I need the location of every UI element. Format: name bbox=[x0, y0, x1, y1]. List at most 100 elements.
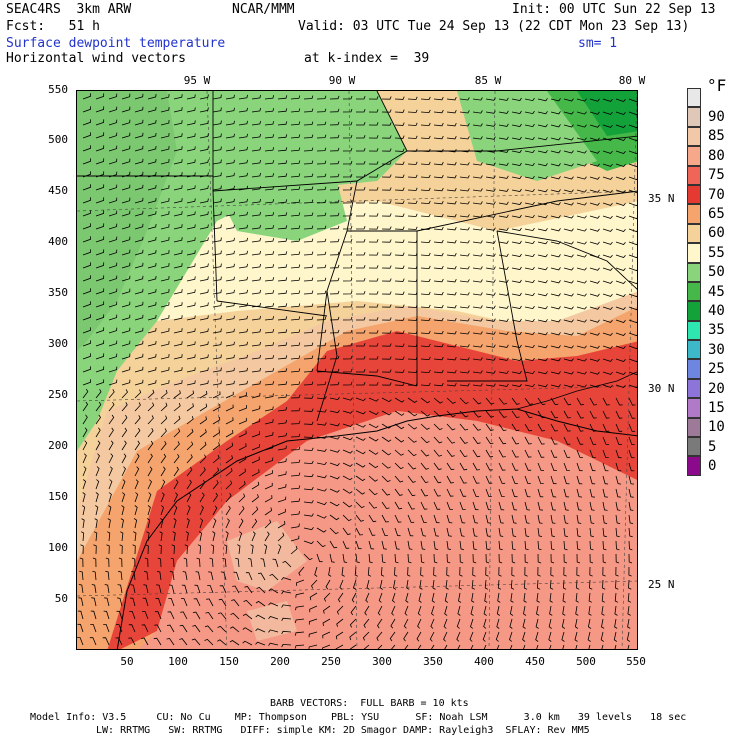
wind-barb bbox=[589, 566, 593, 577]
wind-barb bbox=[381, 148, 392, 152]
wind-barb bbox=[147, 210, 157, 217]
wind-barb bbox=[433, 122, 444, 127]
colorbar-swatch bbox=[687, 204, 701, 224]
wind-barb bbox=[329, 251, 340, 256]
wind-barb bbox=[329, 303, 340, 308]
wind-barb bbox=[95, 171, 105, 178]
wind-barb bbox=[459, 423, 469, 431]
wind-barb bbox=[238, 493, 246, 503]
wind-barb bbox=[430, 618, 435, 629]
wind-barb bbox=[524, 149, 535, 154]
wind-barb bbox=[576, 384, 587, 388]
wind-barb bbox=[536, 644, 539, 649]
wind-barb bbox=[368, 109, 379, 113]
wind-barb bbox=[626, 631, 631, 642]
wind-barb bbox=[82, 262, 91, 269]
wind-barb bbox=[342, 514, 352, 522]
wind-barb bbox=[628, 527, 633, 538]
x-tick: 250 bbox=[321, 655, 341, 668]
wind-barb bbox=[615, 215, 626, 219]
wind-barb bbox=[394, 397, 405, 403]
wind-barb bbox=[563, 111, 574, 115]
wind-barb bbox=[433, 514, 440, 524]
wind-barb bbox=[251, 506, 259, 516]
wind-barb bbox=[431, 644, 435, 649]
wind-barb bbox=[628, 371, 637, 376]
wind-barb bbox=[576, 553, 581, 564]
wind-barb bbox=[628, 137, 637, 142]
wind-barb bbox=[368, 122, 379, 126]
wind-barb bbox=[433, 174, 444, 179]
wind-barb bbox=[142, 597, 149, 607]
wind-barb bbox=[407, 436, 417, 443]
lon-label-90w: 90 W bbox=[328, 74, 356, 87]
wind-barb bbox=[628, 410, 636, 419]
wind-barb bbox=[524, 527, 530, 537]
wind-barb bbox=[116, 610, 123, 620]
wind-barb bbox=[615, 319, 626, 323]
wind-barb bbox=[433, 304, 444, 309]
wind-barb bbox=[251, 172, 261, 178]
wind-barb bbox=[212, 380, 222, 386]
wind-barb bbox=[316, 540, 326, 548]
wind-barb bbox=[82, 275, 91, 282]
wind-barb bbox=[264, 316, 275, 321]
wind-barb bbox=[511, 475, 518, 484]
wind-barb bbox=[342, 160, 353, 165]
colorbar-label: 40 bbox=[708, 303, 725, 319]
wind-barb bbox=[212, 429, 221, 438]
wind-barb bbox=[329, 527, 339, 535]
wind-barb bbox=[108, 275, 118, 282]
wind-barb bbox=[108, 414, 115, 425]
wind-barb bbox=[95, 414, 101, 425]
wind-barb bbox=[186, 328, 196, 334]
wind-barb bbox=[589, 410, 597, 419]
init-time: Init: 00 UTC Sun 22 Sep 13 bbox=[512, 2, 716, 17]
wind-barb bbox=[602, 449, 609, 458]
wind-barb bbox=[446, 227, 457, 231]
wind-barb bbox=[272, 558, 279, 568]
wind-barb bbox=[268, 629, 279, 633]
wind-barb bbox=[91, 597, 97, 607]
wind-barb bbox=[129, 611, 136, 620]
wind-barb bbox=[303, 121, 314, 126]
wind-barb bbox=[459, 540, 465, 551]
wind-barb bbox=[186, 492, 192, 503]
wind-barb bbox=[368, 200, 379, 204]
wind-barb bbox=[381, 109, 392, 113]
wind-barb bbox=[95, 275, 105, 282]
wind-barb bbox=[238, 276, 248, 282]
wind-barb bbox=[485, 136, 496, 140]
wind-barb bbox=[134, 389, 142, 399]
wind-barb bbox=[225, 328, 235, 334]
model-title: SEAC4RS 3km ARW bbox=[6, 2, 132, 17]
wind-barb bbox=[420, 174, 431, 179]
lon-label-80w: 80 W bbox=[618, 74, 646, 87]
wind-barb bbox=[212, 492, 219, 503]
wind-barb bbox=[446, 410, 456, 418]
wind-barb bbox=[429, 631, 435, 642]
wind-barb bbox=[589, 397, 597, 406]
wind-barb bbox=[368, 187, 379, 191]
wind-barb bbox=[472, 201, 483, 205]
wind-barb bbox=[589, 228, 600, 232]
wind-barb bbox=[199, 107, 209, 113]
wind-barb bbox=[225, 185, 235, 191]
wind-barb bbox=[420, 239, 431, 244]
wind-barb bbox=[576, 371, 587, 375]
dewpoint-map[interactable] bbox=[76, 90, 638, 650]
wind-barb bbox=[225, 467, 233, 477]
wind-barb bbox=[308, 644, 318, 649]
wind-barb bbox=[212, 120, 222, 126]
wind-barb bbox=[82, 236, 91, 243]
wind-barb bbox=[576, 215, 587, 219]
wind-barb bbox=[199, 367, 209, 373]
wind-barb bbox=[82, 93, 91, 100]
wind-barb bbox=[511, 370, 522, 374]
wind-barb bbox=[433, 423, 443, 431]
wind-barb bbox=[238, 211, 248, 217]
wind-barb bbox=[199, 263, 209, 269]
wind-barb bbox=[91, 584, 97, 594]
wind-barb bbox=[303, 173, 314, 178]
wind-barb bbox=[498, 344, 509, 348]
